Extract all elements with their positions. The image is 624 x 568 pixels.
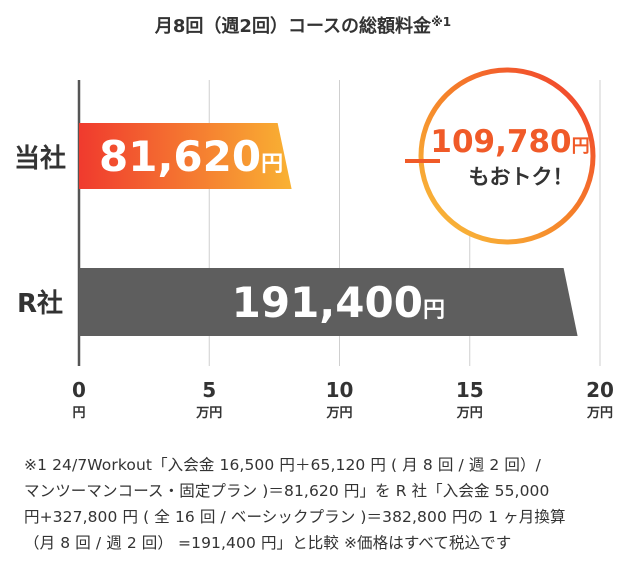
bar-value-label: 81,620円 <box>99 132 283 181</box>
category-label: 当社 <box>14 143 66 174</box>
tick-unit: 万円 <box>195 406 222 421</box>
tick-unit: 万円 <box>456 406 483 421</box>
x-axis-ticks: 0 円 5 万円 10 万円 15 万円 20 万円 <box>72 378 614 421</box>
bar-competitor <box>79 268 578 336</box>
category-label: R社 <box>17 288 63 319</box>
footnote-line: マンツーマンコース・固定プラン )＝81,620 円」を R 社「入会金 55,… <box>24 482 550 500</box>
callout-ring <box>418 67 596 245</box>
category-labels: 当社 R社 <box>14 143 66 319</box>
tick-label: 20 <box>586 378 614 402</box>
tick-label: 5 <box>202 378 216 402</box>
tick-label: 0 <box>72 378 86 402</box>
bars <box>79 123 578 336</box>
title-note: ※1 <box>431 15 451 29</box>
bar-value-labels: 81,620円 191,400円 <box>99 132 445 327</box>
tick-label: 15 <box>456 378 484 402</box>
savings-callout: 109,780円 もおトク！ <box>405 67 596 245</box>
chart-title: 月8回（週2回）コースの総額料金※1 <box>154 15 451 37</box>
callout-text: もおトク！ <box>469 165 574 189</box>
tick-unit: 万円 <box>325 406 352 421</box>
footnote: ※1 24/7Workout「入会金 16,500 円＋65,120 円 ( 月… <box>24 452 610 556</box>
footnote-line: 円+327,800 円 ( 全 16 回 / ベーシックプラン )＝382,80… <box>24 508 566 526</box>
tick-label: 10 <box>326 378 354 402</box>
footnote-line: ※1 24/7Workout「入会金 16,500 円＋65,120 円 ( 月… <box>24 456 541 474</box>
bar-value-label: 191,400円 <box>232 278 445 327</box>
callout-amount: 109,780円 <box>430 124 589 160</box>
footnote-line: （月 8 回 / 週 2 回） =191,400 円」と比較 ※価格はすべて税込… <box>24 534 512 552</box>
bar-ours <box>79 123 292 189</box>
tick-unit: 万円 <box>586 406 613 421</box>
tick-unit: 円 <box>72 406 85 421</box>
